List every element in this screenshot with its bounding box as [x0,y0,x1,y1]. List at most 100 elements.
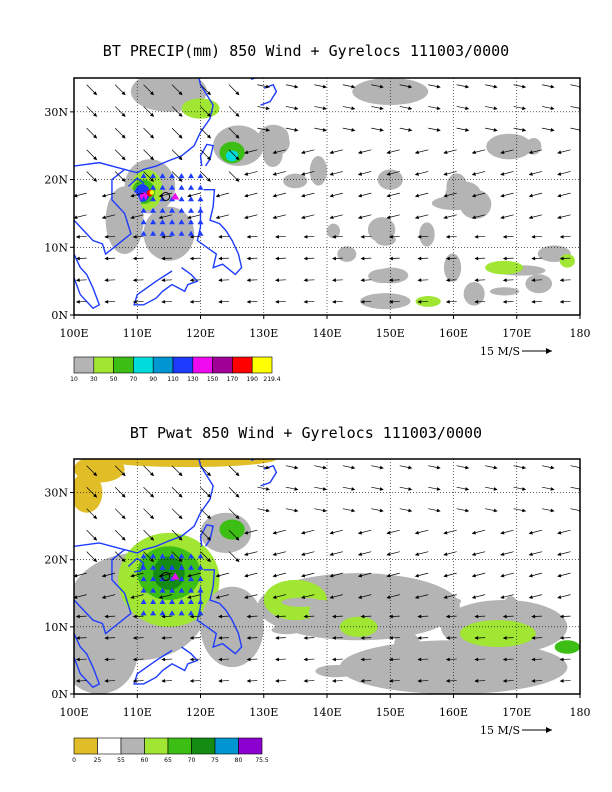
shaded-region [339,616,378,637]
wind-arrowhead [408,465,413,470]
wind-arrowhead [445,679,450,683]
gyre-triangle [188,196,195,202]
wind-arrowhead [557,573,562,578]
x-tick-label: 140E [312,327,341,340]
wind-arrowhead [218,278,223,282]
wind-arrowhead [550,487,555,491]
wind-vector [570,508,580,511]
wind-arrowhead [121,558,126,563]
wind-arrowhead [161,679,166,683]
wind-arrowhead [445,256,450,261]
wind-arrowhead [557,193,562,198]
wind-arrowhead [445,299,450,304]
wind-arrowhead [74,573,78,578]
wind-arrowhead [379,106,384,111]
wind-arrowhead [417,256,422,261]
wind-arrowhead [414,215,420,220]
wind-arrowhead [528,595,533,599]
wind-arrowhead [386,595,391,599]
colorbar-label: 70 [188,757,196,764]
wind-arrowhead [93,112,98,117]
wind-arrowhead [351,465,356,470]
y-tick-label: 30N [44,106,68,119]
wind-arrowhead [559,299,564,304]
gyre-triangle [150,219,157,225]
wind-arrowhead [161,299,166,304]
wind-arrowhead [332,256,336,261]
pwat-panel-title: BT Pwat 850 Wind + Gyrelocs 111003/0000 [129,424,483,442]
gyre-triangle [140,576,147,582]
shaded-region [443,253,462,282]
gyre-triangle [169,599,176,605]
wind-arrowhead [206,91,211,96]
shaded-region [559,254,575,268]
shaded-region [499,647,539,662]
shaded-region [489,287,520,296]
x-tick-label: 140E [312,706,341,719]
wind-arrowhead [500,573,505,578]
wind-arrowhead [531,657,536,662]
colorbar-label: 25 [94,757,102,764]
gyre-triangle [178,196,185,202]
wind-arrowhead [474,256,479,261]
wind-arrowhead [357,595,363,599]
precip-grid [74,78,580,315]
wind-arrowhead [189,234,194,239]
colorbar-swatch [212,356,233,374]
wind-arrowhead [189,256,194,261]
wind-arrowhead [93,493,98,498]
wind-arrowhead [235,558,240,563]
colorbar-label: 130 [187,376,199,383]
wind-arrowhead [149,112,155,117]
wind-arrowhead [465,128,470,132]
shaded-region [373,585,401,595]
gyre-triangle [169,553,176,559]
wind-arrowhead [303,636,308,640]
wind-arrowhead [303,234,308,239]
wind-arrowhead [93,134,98,139]
wind-arrowhead [149,156,155,161]
wind-arrowhead [528,573,533,578]
wind-arrowhead [300,595,306,599]
wind-arrowhead [493,487,498,491]
wind-arrowhead [158,595,163,599]
wind-arrowhead [93,91,98,96]
wind-arrowhead [443,530,448,535]
shaded-region [74,472,103,513]
precip-map: 0N 10N 20N 30N 100E 110E 120E 130E 140E 150E 160E 1… [44,77,591,383]
wind-arrowhead [329,573,334,578]
wind-arrowhead [388,679,393,683]
wind-arrowhead [272,595,277,599]
wind-arrowhead [132,679,137,683]
wind-arrowhead [218,679,223,683]
wind-arrowhead [414,595,420,599]
gyre-triangle [197,230,204,236]
wind-arrowhead [244,573,249,578]
wind-arrowhead [521,84,527,89]
wind-arrowhead [149,536,155,541]
wind-arrowhead [189,299,194,304]
wind-arrowhead [189,679,194,683]
wind-arrowhead [386,530,391,535]
wind-arrowhead [388,614,393,619]
wind-arrowhead [379,508,384,513]
y-tick-label: 20N [44,554,68,567]
wind-arrowhead [104,256,109,261]
wind-arrowhead [218,234,223,239]
wind-arrowhead [531,614,536,619]
wind-arrowhead [332,299,336,304]
colorbar-swatch [97,737,122,755]
wind-arrowhead [465,106,470,111]
gyre-triangle [178,587,185,593]
wind-arrowhead [502,679,507,683]
wind-arrowhead [93,472,98,477]
wind-arrowhead [521,128,527,132]
wind-arrowhead [300,530,306,535]
wind-arrowhead [502,636,507,640]
shaded-region [200,586,264,668]
wind-arrowhead [294,465,299,470]
wind-arrowhead [265,508,270,513]
wind-arrowhead [132,657,137,662]
wind-arrowhead [559,256,564,261]
gyre-triangle [150,564,157,570]
